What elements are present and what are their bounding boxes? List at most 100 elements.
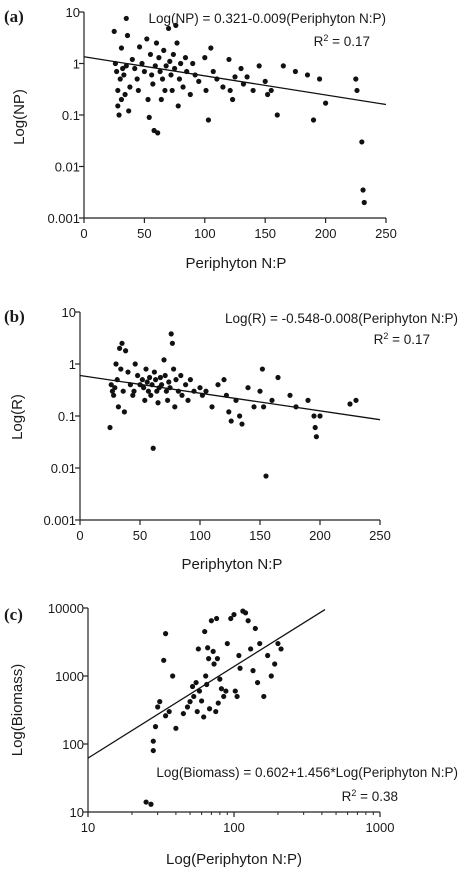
data-point	[316, 76, 323, 82]
data-point	[170, 673, 176, 679]
data-point	[165, 25, 172, 32]
data-point	[149, 382, 155, 388]
data-point	[180, 710, 186, 717]
data-point	[262, 78, 268, 84]
data-point	[245, 385, 251, 391]
data-point	[178, 60, 184, 67]
data-point	[114, 68, 120, 75]
data-point	[108, 382, 114, 388]
data-point	[192, 72, 198, 78]
y-tick-label: 1000	[55, 669, 84, 684]
data-point	[157, 68, 163, 75]
data-point	[173, 377, 179, 383]
x-tick-label: 150	[254, 226, 276, 241]
data-point	[208, 618, 214, 624]
data-point	[123, 63, 129, 69]
data-point	[210, 68, 216, 75]
data-point	[257, 640, 263, 647]
x-tick-label: 10	[81, 820, 95, 835]
data-point	[126, 108, 132, 114]
chart-panel-a: (a) Log(NP) = 0.321-0.009(Periphyton N:P…	[4, 5, 397, 272]
regression-equation: Log(R) = -0.548-0.008(Periphyton N:P)	[225, 311, 458, 326]
data-point	[242, 610, 249, 616]
data-point	[170, 51, 176, 58]
data-point	[317, 413, 323, 419]
data-point	[353, 76, 359, 82]
y-tick-label: 1	[73, 57, 80, 72]
data-point	[268, 673, 274, 679]
data-point	[261, 404, 267, 410]
data-point	[150, 747, 156, 754]
data-point	[156, 55, 162, 61]
data-point	[231, 611, 237, 618]
data-point	[113, 361, 119, 367]
data-point	[263, 473, 269, 479]
data-point	[203, 87, 209, 94]
x-tick-label: 1000	[366, 820, 395, 835]
data-point	[136, 44, 143, 50]
data-point	[172, 65, 178, 72]
data-point	[115, 404, 121, 410]
data-point	[187, 699, 193, 705]
data-point	[143, 366, 149, 372]
data-point	[157, 374, 163, 381]
data-point	[259, 366, 265, 372]
data-point	[215, 382, 221, 388]
data-point	[121, 409, 127, 415]
data-point	[174, 40, 180, 46]
y-axis-title: Log(Biomass)	[9, 664, 26, 757]
y-tick-label: 0.001	[43, 513, 76, 528]
y-tick-label: 10000	[48, 601, 84, 616]
data-point	[184, 68, 190, 75]
data-point	[175, 103, 181, 109]
data-point	[145, 96, 151, 103]
data-point	[117, 76, 123, 82]
chart-panel-b: (b) Log(R) = -0.548-0.008(Periphyton N:P…	[4, 305, 458, 573]
data-point	[163, 63, 169, 69]
data-point	[135, 372, 141, 379]
data-point	[199, 392, 205, 398]
data-point	[261, 693, 267, 700]
data-point	[158, 96, 164, 103]
data-point	[153, 40, 160, 46]
y-tick-label: 10	[62, 305, 76, 320]
data-point	[176, 76, 183, 82]
data-point	[153, 377, 159, 383]
x-axis-title: Periphyton N:P	[182, 556, 283, 573]
data-point	[123, 15, 129, 22]
data-point	[162, 713, 169, 719]
data-point	[149, 72, 155, 78]
data-point	[148, 801, 154, 807]
data-point	[148, 392, 154, 398]
regression-equation: Log(NP) = 0.321-0.009(Periphyton N:P)	[148, 11, 386, 26]
data-point	[172, 404, 178, 410]
data-point	[223, 392, 229, 398]
data-point	[221, 377, 227, 383]
regression-line	[83, 56, 387, 106]
data-point	[165, 397, 171, 403]
data-point	[236, 652, 242, 659]
data-point	[206, 656, 212, 662]
data-point	[311, 413, 317, 419]
data-point	[179, 392, 185, 398]
x-axis-title: Log(Periphyton N:P)	[166, 851, 302, 868]
data-point	[209, 404, 215, 410]
data-point	[144, 379, 150, 385]
x-tick-label: 100	[189, 528, 211, 543]
data-point	[167, 385, 173, 391]
data-point	[117, 345, 123, 351]
data-point	[119, 340, 125, 346]
data-point	[211, 661, 217, 667]
panel-label: (c)	[4, 605, 23, 624]
data-point	[218, 686, 225, 692]
data-point	[132, 65, 138, 72]
data-point	[310, 117, 317, 123]
data-point	[250, 87, 256, 94]
x-tick-label: 0	[80, 226, 87, 241]
x-tick-label: 250	[369, 528, 391, 543]
r-squared: R2 = 0.38	[342, 788, 398, 804]
data-point	[359, 139, 365, 145]
data-point	[187, 91, 193, 98]
data-point	[220, 84, 226, 90]
